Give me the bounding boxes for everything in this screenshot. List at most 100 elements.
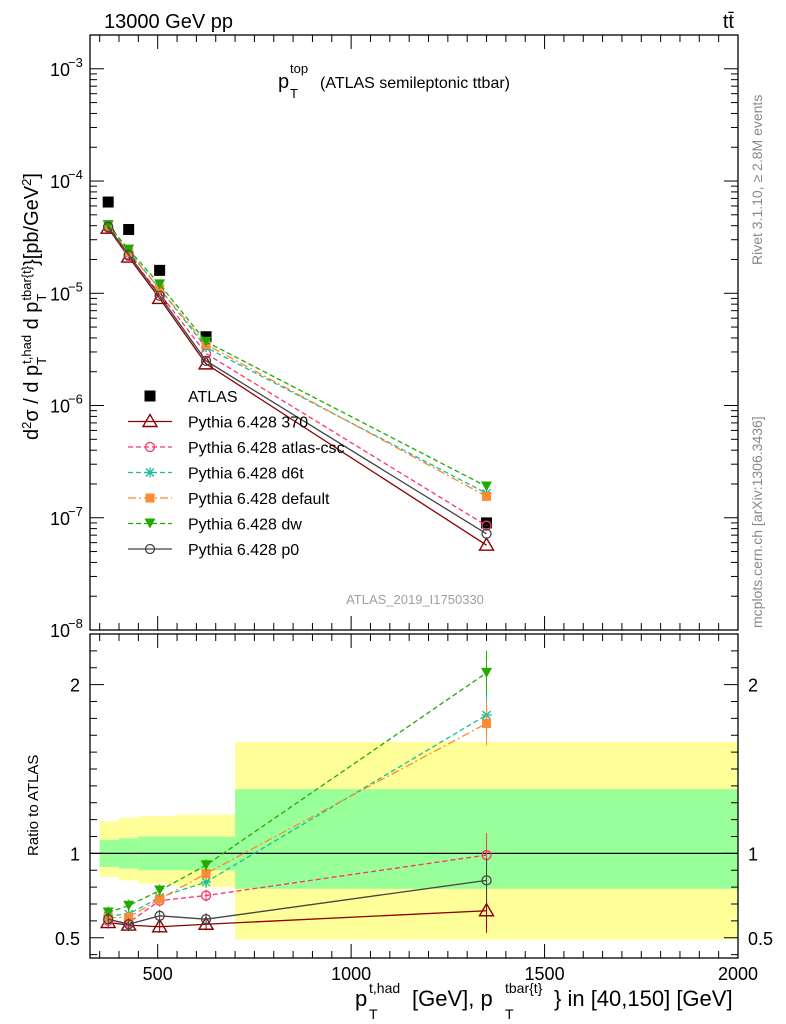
axis-ticks: 500 1000 1500 200010−810−710−610−510−410−30… [50,34,773,984]
main-point-default [482,491,492,501]
ratio-y-tick-label-right: 2 [748,676,758,696]
legend-label: Pythia 6.428 d6t [188,466,304,483]
x-label-mid: [GeV], p [412,986,493,1011]
y-tick-exponent: −8 [68,616,83,631]
series-layer [99,196,495,933]
plot-title-sub: T [290,86,298,101]
main-point-p0 [103,221,114,233]
main-point-atlas [123,223,135,235]
y-tick-exponent: −6 [68,392,83,407]
main-point-p0 [154,290,165,301]
legend-label: Pythia 6.428 atlas-csc [188,440,345,457]
ratio-y-tick-label-right: 1 [748,844,758,864]
legend-entry-p370: Pythia 6.428 370 [128,413,308,432]
plot-title-p: p [278,71,289,93]
legend-marker [144,518,156,529]
ratio-point-default [201,869,211,879]
legend-entry-dw: Pythia 6.428 dw [128,517,302,534]
ratio-point-atlas_csc [200,890,212,901]
legend-entry-d6t: Pythia 6.428 d6t [128,466,304,483]
legend-entry-p0: Pythia 6.428 p0 [128,542,299,559]
ratio-point-default [124,913,134,922]
plot-title-sup: top [290,61,308,76]
main-frame [89,34,739,631]
legend-label: Pythia 6.428 p0 [188,542,299,559]
ratio-point-dw [102,907,114,918]
legend-label: Pythia 6.428 dw [188,517,302,534]
main-line-p0 [107,226,487,535]
x-label-sup2: tbar{t} [505,980,543,996]
main-point-p0 [481,528,492,539]
ratio-point-d6t [201,877,212,888]
main-point-dw [481,481,493,492]
legend-marker [144,441,156,453]
legend-marker [141,413,159,428]
analysis-label: ATLAS_2019_I1750330 [346,592,484,607]
legend-label: Pythia 6.428 default [188,491,330,508]
process-label: tt̄ [723,11,735,33]
y-tick-label: 10 [50,172,70,192]
x-label-sub1: T [369,1006,378,1022]
ratio-y-label: Ratio to ATLAS [25,755,42,856]
legend-marker [144,543,156,555]
uncertainty-bands [99,742,738,940]
y-tick-exponent: −3 [68,55,83,70]
ratio-frame [89,633,739,959]
legend-label: Pythia 6.428 370 [188,415,308,432]
main-point-atlas [200,331,212,343]
main-point-p370 [478,536,495,551]
x-tick-label: 500 [143,964,173,984]
ratio-y-tick-label-right: 0.5 [748,929,773,949]
x-label-end: } in [40,150] [GeV] [554,986,733,1011]
ratio-point-dw [481,667,493,678]
main-point-dw [154,279,166,290]
ratio-point-default [155,894,165,904]
ratio-point-default [482,718,492,728]
legend-marker [144,390,156,402]
main-point-dw [200,336,212,347]
ratio-point-p370 [478,902,495,917]
ratio-y-tick-label-left: 2 [70,676,80,696]
ratio-y-tick-label-left: 1 [70,844,80,864]
legend: ATLAS Pythia 6.428 370 Pythia 6.428 atlas-… [128,389,345,559]
x-tick-label: 2000 [718,964,758,984]
ratio-point-p0 [481,875,492,886]
main-point-atlas [102,196,114,208]
ratio-point-dw [123,900,135,911]
rivet-label: Rivet 3.1.10, ≥ 2.8M events [749,95,765,265]
star-stroke [145,468,155,477]
main-point-dw [123,244,135,255]
x-label-p1: p [355,986,367,1011]
y-tick-exponent: −7 [68,504,83,519]
legend-entry-atlas_csc: Pythia 6.428 atlas-csc [128,440,345,457]
x-label-sup1: t,had [369,980,400,996]
legend-entry-default: Pythia 6.428 default [128,491,330,508]
ratio-y-tick-label-left: 0.5 [55,929,80,949]
legend-entry-atlas: ATLAS [144,389,238,406]
energy-label: 13000 GeV pp [104,11,233,33]
legend-marker [145,493,155,503]
ratio-point-p0 [123,919,134,930]
main-line-dw [107,224,487,488]
legend-label: ATLAS [188,389,238,406]
axes-frames [89,34,739,959]
y-tick-exponent: −5 [68,279,83,294]
ratio-line-default [108,722,487,919]
y-tick-label: 10 [50,397,70,417]
main-point-atlas_csc [481,520,492,531]
ratio-point-p0 [103,914,114,925]
star-stroke [201,877,211,887]
main-point-atlas [154,264,166,276]
y-tick-label: 10 [50,284,70,304]
ratio-point-p0 [154,910,165,921]
ratio-point-p0 [200,914,212,925]
plot-title-rest: (ATLAS semileptonic ttbar) [320,75,510,92]
mcplots-label: mcplots.cern.ch [arXiv:1306.3436] [749,416,765,628]
x-label-sub2: T [505,1006,514,1022]
x-tick-label: 1500 [525,964,565,984]
main-point-atlas [481,517,493,529]
y-tick-exponent: −4 [68,167,83,182]
y-tick-label: 10 [50,621,70,641]
y-tick-label: 10 [50,60,70,80]
